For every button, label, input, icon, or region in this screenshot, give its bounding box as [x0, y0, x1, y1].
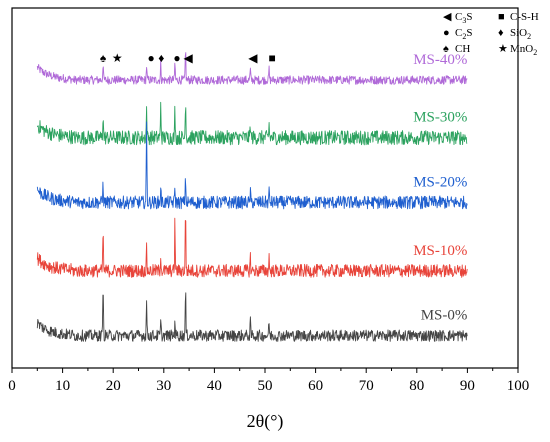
x-tick-label: 100: [507, 378, 530, 394]
legend-symbol: ♦: [498, 27, 504, 39]
series-label: MS-10%: [413, 243, 467, 259]
x-tick-label: 30: [156, 378, 171, 394]
phase-markers: ♠ ★ ● ♦ ● ◀ ◀ ■: [100, 51, 276, 65]
phase-marker: ◀: [248, 51, 258, 65]
phase-marker: ★: [112, 51, 123, 65]
legend-label: SiO2: [510, 27, 531, 41]
series-line-4: [36, 292, 468, 342]
series-line-0: [36, 52, 468, 85]
series-line-3: [36, 217, 468, 278]
series-line-2: [36, 121, 468, 210]
x-axis: 0 10 20 30 40 50 60 70 80 90 100: [8, 368, 529, 394]
x-axis-title: 2θ(°): [247, 411, 284, 432]
phase-marker: ♠: [100, 51, 107, 65]
series-label: MS-20%: [413, 174, 467, 190]
x-tick-label: 10: [55, 378, 70, 394]
legend-symbol: ♠: [443, 43, 449, 55]
series-label: MS-40%: [413, 52, 467, 68]
series-label: MS-0%: [421, 308, 468, 324]
series-label: MS-30%: [413, 110, 467, 126]
phase-marker: ◀: [183, 51, 193, 65]
legend-symbol: ★: [498, 43, 508, 55]
xrd-traces: [36, 52, 468, 342]
legend-symbol: ■: [498, 11, 505, 23]
x-tick-label: 80: [409, 378, 424, 394]
phase-marker: ■: [268, 51, 275, 65]
series-labels: MS-40% MS-30% MS-20% MS-10% MS-0%: [413, 52, 467, 324]
legend: ◀ C3S ■ C-S-H ● C2S ♦ SiO2 ♠ CH ★ MnO2: [443, 11, 539, 57]
legend-label: C3S: [455, 11, 472, 25]
x-tick-label: 40: [207, 378, 222, 394]
x-tick-label: 50: [258, 378, 273, 394]
legend-symbol: ●: [443, 27, 450, 39]
phase-marker: ♦: [158, 51, 164, 65]
series-line-1: [36, 101, 468, 146]
legend-label: C-S-H: [510, 11, 539, 23]
legend-label: C2S: [455, 27, 472, 41]
x-tick-label: 20: [106, 378, 121, 394]
phase-marker: ●: [148, 51, 155, 65]
legend-label: MnO2: [510, 43, 537, 57]
x-tick-label: 0: [8, 378, 16, 394]
x-tick-label: 70: [359, 378, 374, 394]
legend-symbol: ◀: [443, 11, 452, 23]
phase-marker: ●: [173, 51, 180, 65]
x-tick-label: 60: [308, 378, 323, 394]
legend-label: CH: [455, 43, 470, 55]
x-tick-label: 90: [460, 378, 475, 394]
